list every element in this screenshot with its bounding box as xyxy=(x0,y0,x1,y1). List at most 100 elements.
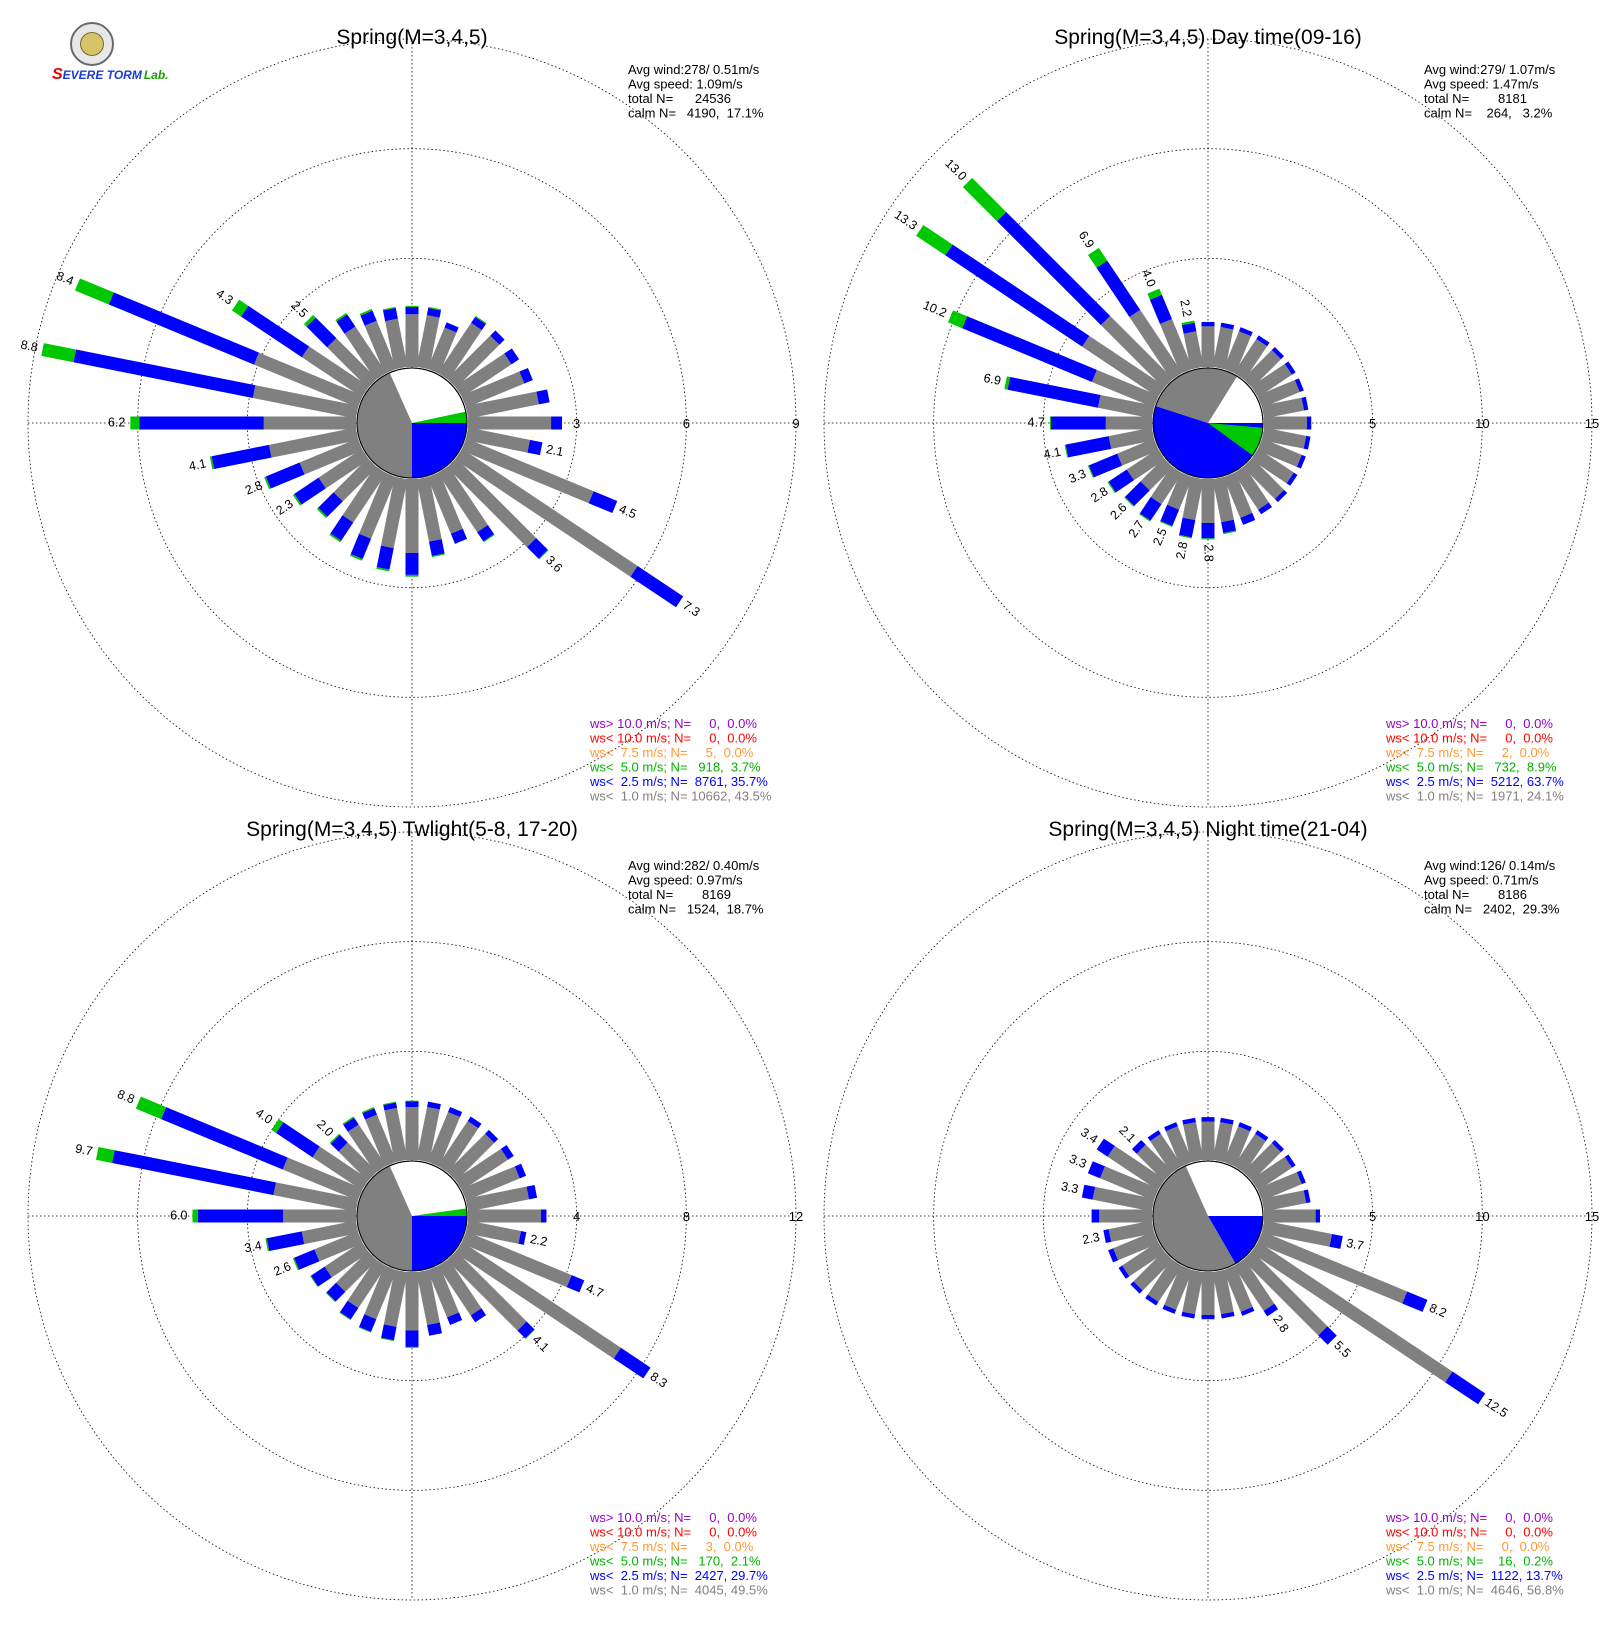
wind-bar xyxy=(376,476,408,572)
wind-bar-grey xyxy=(1212,326,1234,370)
wind-bar xyxy=(1147,1130,1183,1174)
wind-bar-blue xyxy=(1201,522,1215,539)
calm-pie-slice xyxy=(412,1208,467,1216)
wind-bar-blue xyxy=(536,389,550,405)
wind-bar xyxy=(948,310,1159,408)
wind-bar-grey xyxy=(461,438,594,504)
wind-bar-grey xyxy=(365,1114,397,1167)
bar-value-label: 2.8 xyxy=(243,478,264,498)
wind-bar-grey xyxy=(282,1209,357,1223)
calm-pie-slice xyxy=(412,411,467,423)
wind-bar xyxy=(1147,288,1193,374)
wind-bar xyxy=(1201,1117,1215,1160)
stats-line: calm N= 2402, 29.3% xyxy=(1424,902,1560,917)
wind-bar xyxy=(1250,1154,1296,1191)
wind-bar-blue xyxy=(139,416,264,430)
wind-bar xyxy=(1201,479,1215,540)
wind-bar-blue xyxy=(1164,1122,1178,1132)
wind-bar-grey xyxy=(1243,458,1285,500)
wind-bar-grey xyxy=(1257,1172,1302,1201)
wind-bar-green xyxy=(916,224,953,256)
wind-bar-blue xyxy=(444,322,459,333)
ring-label: 3 xyxy=(573,416,580,431)
bar-value-label: 2.8 xyxy=(1270,1313,1291,1335)
wind-bar xyxy=(461,1163,527,1201)
wind-bar-blue xyxy=(1201,1314,1215,1320)
wind-bar xyxy=(454,348,520,398)
wind-bar xyxy=(41,343,359,419)
wind-bar-green xyxy=(359,308,373,316)
wind-bar-grey xyxy=(1233,465,1269,510)
wind-bar-grey xyxy=(1233,339,1268,381)
wind-bar-blue xyxy=(276,1122,320,1158)
wind-bar-blue xyxy=(306,317,337,348)
bar-value-label: 2.5 xyxy=(1150,526,1170,547)
wind-bar-grey xyxy=(1257,379,1300,408)
wind-bar-blue xyxy=(526,1184,538,1200)
wind-bar-grey xyxy=(1182,476,1204,521)
wind-bar-green xyxy=(1181,320,1195,326)
wind-bar xyxy=(461,1231,585,1293)
calm-pie-slice xyxy=(357,372,412,478)
wind-bar-grey xyxy=(1140,458,1173,491)
wind-bar-blue xyxy=(294,1249,320,1270)
wind-bar-grey xyxy=(416,1107,440,1163)
wind-bar-grey xyxy=(327,338,377,388)
wind-bar xyxy=(447,1251,535,1339)
wind-bar-blue xyxy=(1329,1234,1343,1249)
bar-value-label: 2.8 xyxy=(1173,541,1190,561)
wind-bar-blue xyxy=(630,565,684,608)
bar-value-label: 6.9 xyxy=(1076,229,1097,251)
wind-bar-green xyxy=(135,1096,167,1120)
wind-bar-grey xyxy=(301,1220,359,1245)
wind-bar-blue xyxy=(1007,377,1101,408)
wind-bar-grey xyxy=(1257,1231,1408,1304)
wind-bar-green xyxy=(292,1257,300,1271)
wind-bar-grey xyxy=(1122,1241,1166,1277)
bar-value-label: 13.0 xyxy=(942,156,969,183)
wind-bar-green xyxy=(265,1238,270,1252)
wind-bar xyxy=(1087,247,1183,381)
wind-bar-blue xyxy=(1103,1229,1112,1243)
wind-bar-grey xyxy=(427,1265,459,1318)
wind-bar-blue xyxy=(551,416,563,430)
wind-bar-grey xyxy=(1108,1220,1155,1242)
wind-bar-blue xyxy=(527,439,543,456)
chart-title: Spring(M=3,4,5) xyxy=(336,26,487,49)
wind-bar-grey xyxy=(312,1146,370,1191)
wind-bar-blue xyxy=(330,1134,348,1152)
wind-bar-blue xyxy=(1147,1130,1161,1142)
wind-bar-green xyxy=(1124,496,1135,507)
wind-bar xyxy=(1243,1139,1285,1181)
wind-bar-green xyxy=(209,456,215,470)
legend-entry: ws< 2.5 m/s; N= 2427, 29.7% xyxy=(589,1568,768,1583)
wind-bar xyxy=(427,472,468,544)
wind-bar xyxy=(75,278,363,408)
wind-bar xyxy=(1243,458,1288,503)
wind-bar-grey xyxy=(405,1272,419,1331)
wind-bar-grey xyxy=(344,326,387,381)
wind-bar-blue xyxy=(1181,322,1197,334)
wind-bar xyxy=(1064,427,1155,458)
wind-bar-blue xyxy=(1096,1138,1115,1157)
stats-line: calm N= 1524, 18.7% xyxy=(628,902,764,917)
legend-entry: ws< 1.0 m/s; N= 4045, 49.5% xyxy=(589,1583,768,1598)
wind-bar-grey xyxy=(1105,416,1152,430)
wind-bar-grey xyxy=(1091,369,1159,408)
ring-label: 10 xyxy=(1475,416,1489,431)
calm-pie-outline xyxy=(1152,367,1264,479)
bar-value-label: 2.2 xyxy=(529,1232,549,1249)
wind-bar-grey xyxy=(1183,1122,1204,1163)
wind-bar-blue xyxy=(326,1282,346,1302)
wind-bar-blue xyxy=(1201,321,1215,327)
bar-value-label: 2.6 xyxy=(272,1259,293,1279)
severe-storm-lab-logo: SEVERE TORM Lab. xyxy=(52,22,168,84)
windrose-panel-4: 5 10 15 3.7 8.2 12.5 5.5 2.8 2.3 3.3 3.3 3.4 2.1 Spri… xyxy=(823,818,1599,1601)
bar-value-label: 4.1 xyxy=(188,456,208,473)
wind-bar-grey xyxy=(1257,438,1302,467)
wind-bar xyxy=(1181,1269,1204,1319)
wind-bar-green xyxy=(1087,247,1108,268)
stats-line: Avg wind:279/ 1.07m/s xyxy=(1424,62,1556,77)
wind-bar-green xyxy=(1178,534,1192,539)
wind-bar-green xyxy=(192,1209,198,1223)
